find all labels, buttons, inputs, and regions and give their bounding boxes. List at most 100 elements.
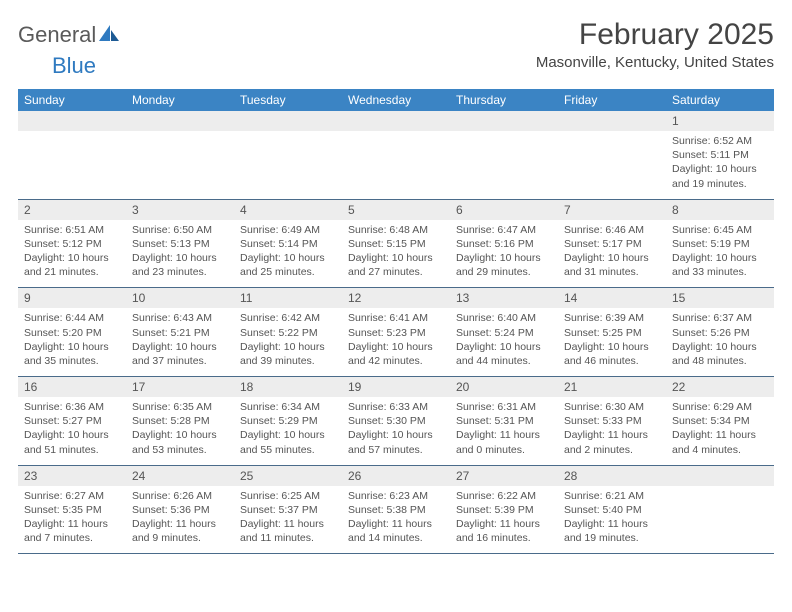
day-line: Daylight: 11 hours and 0 minutes. [456, 428, 552, 456]
day-line: Sunset: 5:25 PM [564, 326, 660, 340]
day-number: 25 [234, 466, 342, 486]
day-number: 2 [18, 200, 126, 220]
day-line: Sunrise: 6:47 AM [456, 223, 552, 237]
day-line: Sunrise: 6:23 AM [348, 489, 444, 503]
day-cell: Sunrise: 6:43 AMSunset: 5:21 PMDaylight:… [126, 308, 234, 377]
day-line: Sunset: 5:29 PM [240, 414, 336, 428]
day-line: Daylight: 10 hours and 48 minutes. [672, 340, 768, 368]
week-daynum-row: 232425262728 [18, 466, 774, 486]
day-header-wednesday: Wednesday [342, 89, 450, 111]
day-header-saturday: Saturday [666, 89, 774, 111]
day-line: Sunrise: 6:25 AM [240, 489, 336, 503]
day-line: Sunrise: 6:29 AM [672, 400, 768, 414]
day-line: Daylight: 10 hours and 35 minutes. [24, 340, 120, 368]
day-line: Sunset: 5:34 PM [672, 414, 768, 428]
day-number: 16 [18, 377, 126, 397]
day-line: Daylight: 10 hours and 31 minutes. [564, 251, 660, 279]
day-cell [450, 131, 558, 200]
day-cell [126, 131, 234, 200]
day-content: Sunrise: 6:36 AMSunset: 5:27 PMDaylight:… [18, 397, 126, 465]
day-line: Daylight: 11 hours and 4 minutes. [672, 428, 768, 456]
day-line: Sunset: 5:22 PM [240, 326, 336, 340]
day-line: Sunrise: 6:35 AM [132, 400, 228, 414]
day-cell: Sunrise: 6:42 AMSunset: 5:22 PMDaylight:… [234, 308, 342, 377]
day-line: Sunrise: 6:37 AM [672, 311, 768, 325]
day-line: Sunrise: 6:21 AM [564, 489, 660, 503]
day-cell: Sunrise: 6:49 AMSunset: 5:14 PMDaylight:… [234, 220, 342, 289]
day-content: Sunrise: 6:39 AMSunset: 5:25 PMDaylight:… [558, 308, 666, 376]
day-line: Sunset: 5:31 PM [456, 414, 552, 428]
day-line: Sunset: 5:39 PM [456, 503, 552, 517]
day-number: 23 [18, 466, 126, 486]
day-line: Sunrise: 6:42 AM [240, 311, 336, 325]
day-line: Sunrise: 6:51 AM [24, 223, 120, 237]
day-content [234, 131, 342, 193]
day-header-monday: Monday [126, 89, 234, 111]
day-cell: Sunrise: 6:31 AMSunset: 5:31 PMDaylight:… [450, 397, 558, 466]
day-number [558, 111, 666, 131]
day-cell [558, 131, 666, 200]
day-content: Sunrise: 6:34 AMSunset: 5:29 PMDaylight:… [234, 397, 342, 465]
day-content: Sunrise: 6:52 AMSunset: 5:11 PMDaylight:… [666, 131, 774, 199]
day-number: 18 [234, 377, 342, 397]
day-line: Sunrise: 6:44 AM [24, 311, 120, 325]
day-content: Sunrise: 6:48 AMSunset: 5:15 PMDaylight:… [342, 220, 450, 288]
day-line: Sunrise: 6:46 AM [564, 223, 660, 237]
week-daynum-row: 16171819202122 [18, 377, 774, 397]
day-number: 6 [450, 200, 558, 220]
title-block: February 2025 Masonville, Kentucky, Unit… [536, 18, 774, 71]
day-number: 8 [666, 200, 774, 220]
day-number: 17 [126, 377, 234, 397]
day-cell: Sunrise: 6:27 AMSunset: 5:35 PMDaylight:… [18, 486, 126, 555]
day-line: Daylight: 10 hours and 44 minutes. [456, 340, 552, 368]
day-line: Sunset: 5:12 PM [24, 237, 120, 251]
day-line: Daylight: 10 hours and 51 minutes. [24, 428, 120, 456]
day-line: Sunrise: 6:26 AM [132, 489, 228, 503]
day-content: Sunrise: 6:43 AMSunset: 5:21 PMDaylight:… [126, 308, 234, 376]
day-cell: Sunrise: 6:39 AMSunset: 5:25 PMDaylight:… [558, 308, 666, 377]
day-line: Sunset: 5:36 PM [132, 503, 228, 517]
day-line: Sunset: 5:28 PM [132, 414, 228, 428]
day-cell: Sunrise: 6:29 AMSunset: 5:34 PMDaylight:… [666, 397, 774, 466]
day-number [126, 111, 234, 131]
calendar-body: 1Sunrise: 6:52 AMSunset: 5:11 PMDaylight… [18, 111, 774, 554]
day-line: Daylight: 10 hours and 33 minutes. [672, 251, 768, 279]
day-content [450, 131, 558, 193]
day-number: 4 [234, 200, 342, 220]
day-line: Sunrise: 6:31 AM [456, 400, 552, 414]
day-cell: Sunrise: 6:34 AMSunset: 5:29 PMDaylight:… [234, 397, 342, 466]
day-content: Sunrise: 6:23 AMSunset: 5:38 PMDaylight:… [342, 486, 450, 554]
day-cell: Sunrise: 6:46 AMSunset: 5:17 PMDaylight:… [558, 220, 666, 289]
day-cell: Sunrise: 6:50 AMSunset: 5:13 PMDaylight:… [126, 220, 234, 289]
day-line: Daylight: 10 hours and 21 minutes. [24, 251, 120, 279]
day-number: 12 [342, 288, 450, 308]
day-cell: Sunrise: 6:51 AMSunset: 5:12 PMDaylight:… [18, 220, 126, 289]
day-line: Sunset: 5:21 PM [132, 326, 228, 340]
day-cell: Sunrise: 6:47 AMSunset: 5:16 PMDaylight:… [450, 220, 558, 289]
calendar-table: Sunday Monday Tuesday Wednesday Thursday… [18, 89, 774, 554]
day-content: Sunrise: 6:22 AMSunset: 5:39 PMDaylight:… [450, 486, 558, 554]
day-line: Sunset: 5:35 PM [24, 503, 120, 517]
day-line: Daylight: 10 hours and 39 minutes. [240, 340, 336, 368]
day-line: Sunset: 5:15 PM [348, 237, 444, 251]
day-line: Sunset: 5:17 PM [564, 237, 660, 251]
day-line: Daylight: 10 hours and 37 minutes. [132, 340, 228, 368]
day-content [666, 486, 774, 548]
day-line: Sunset: 5:27 PM [24, 414, 120, 428]
day-content: Sunrise: 6:42 AMSunset: 5:22 PMDaylight:… [234, 308, 342, 376]
day-number: 20 [450, 377, 558, 397]
day-content [558, 131, 666, 193]
day-cell [342, 131, 450, 200]
day-cell: Sunrise: 6:52 AMSunset: 5:11 PMDaylight:… [666, 131, 774, 200]
day-content: Sunrise: 6:49 AMSunset: 5:14 PMDaylight:… [234, 220, 342, 288]
day-line: Daylight: 11 hours and 9 minutes. [132, 517, 228, 545]
day-cell [666, 486, 774, 555]
day-content [342, 131, 450, 193]
day-cell [234, 131, 342, 200]
day-number: 10 [126, 288, 234, 308]
day-line: Sunset: 5:23 PM [348, 326, 444, 340]
day-number: 14 [558, 288, 666, 308]
day-content: Sunrise: 6:37 AMSunset: 5:26 PMDaylight:… [666, 308, 774, 376]
day-cell: Sunrise: 6:26 AMSunset: 5:36 PMDaylight:… [126, 486, 234, 555]
day-cell: Sunrise: 6:21 AMSunset: 5:40 PMDaylight:… [558, 486, 666, 555]
